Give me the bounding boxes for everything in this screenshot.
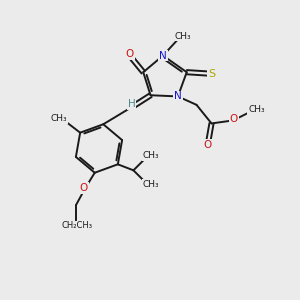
Text: O: O	[230, 114, 238, 124]
Text: CH₃: CH₃	[51, 114, 68, 123]
Text: O: O	[203, 140, 212, 150]
Text: O: O	[80, 183, 88, 193]
Text: CH₃: CH₃	[143, 180, 160, 189]
Text: CH₃: CH₃	[175, 32, 191, 40]
Text: CH₃: CH₃	[248, 105, 265, 114]
Text: N: N	[159, 51, 167, 61]
Text: N: N	[174, 92, 182, 101]
Text: CH₃: CH₃	[143, 152, 160, 160]
Text: CH₂CH₃: CH₂CH₃	[61, 221, 92, 230]
Text: S: S	[208, 69, 215, 79]
Text: H: H	[128, 99, 136, 109]
Text: O: O	[126, 49, 134, 59]
